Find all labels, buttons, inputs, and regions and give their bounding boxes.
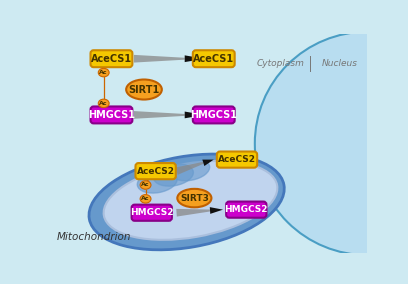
Polygon shape <box>185 112 204 118</box>
Ellipse shape <box>137 171 177 193</box>
Ellipse shape <box>98 99 109 108</box>
Text: Ac: Ac <box>141 196 150 201</box>
Ellipse shape <box>153 164 193 186</box>
Text: Ac: Ac <box>100 101 108 106</box>
Text: SIRT3: SIRT3 <box>180 194 209 202</box>
Ellipse shape <box>140 181 151 189</box>
FancyBboxPatch shape <box>91 50 132 67</box>
Text: Mitochondrion: Mitochondrion <box>57 232 132 242</box>
FancyBboxPatch shape <box>132 205 172 221</box>
FancyBboxPatch shape <box>217 151 257 168</box>
Text: HMGCS2: HMGCS2 <box>224 205 268 214</box>
Text: Cytoplasm: Cytoplasm <box>257 59 304 68</box>
FancyBboxPatch shape <box>226 202 266 218</box>
Circle shape <box>255 32 408 255</box>
Text: HMGCS1: HMGCS1 <box>88 110 135 120</box>
Polygon shape <box>175 162 204 175</box>
FancyBboxPatch shape <box>135 163 176 179</box>
Ellipse shape <box>170 158 210 181</box>
FancyBboxPatch shape <box>193 106 235 124</box>
Ellipse shape <box>98 68 109 77</box>
FancyBboxPatch shape <box>91 106 132 124</box>
Text: AceCS2: AceCS2 <box>218 155 256 164</box>
Ellipse shape <box>177 189 211 207</box>
Polygon shape <box>202 160 214 166</box>
Text: AceCS2: AceCS2 <box>137 167 175 176</box>
Text: HMGCS2: HMGCS2 <box>130 208 173 217</box>
Polygon shape <box>210 207 223 214</box>
FancyBboxPatch shape <box>193 50 235 67</box>
Polygon shape <box>176 209 210 217</box>
Text: Ac: Ac <box>141 183 150 187</box>
Polygon shape <box>134 111 185 119</box>
Text: AceCS1: AceCS1 <box>91 54 132 64</box>
Ellipse shape <box>89 154 284 250</box>
Polygon shape <box>185 55 204 62</box>
Ellipse shape <box>126 80 162 99</box>
Text: SIRT1: SIRT1 <box>129 85 160 95</box>
Ellipse shape <box>140 195 151 203</box>
Polygon shape <box>134 55 185 62</box>
Text: HMGCS1: HMGCS1 <box>190 110 237 120</box>
Text: Ac: Ac <box>100 70 108 75</box>
Text: AceCS1: AceCS1 <box>193 54 234 64</box>
Ellipse shape <box>104 161 277 240</box>
Text: Nucleus: Nucleus <box>321 59 357 68</box>
